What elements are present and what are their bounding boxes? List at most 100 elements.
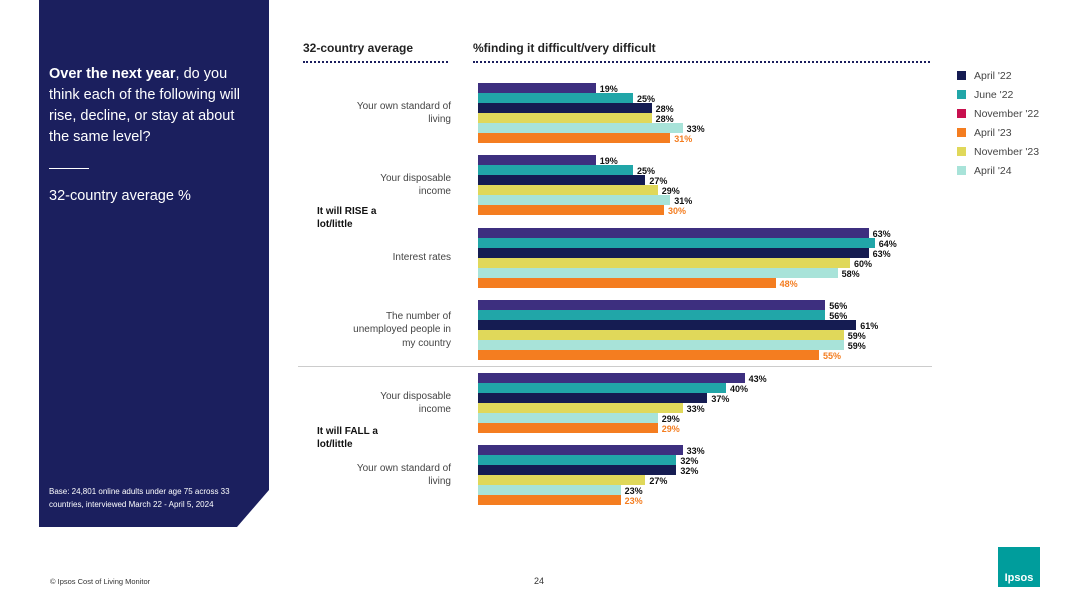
bar — [478, 465, 677, 475]
question-bold: Over the next year — [49, 66, 176, 82]
data-label: 59% — [847, 341, 866, 351]
bar — [478, 175, 646, 185]
bar — [478, 445, 683, 455]
bar — [478, 93, 633, 103]
data-label: 29% — [661, 414, 680, 424]
data-label: 33% — [686, 446, 705, 456]
question-rest: , do you think each of the following wil… — [49, 66, 241, 145]
legend-swatch — [957, 166, 966, 175]
category-label: Interest rates — [392, 252, 451, 263]
section-label: It will FALL a lot/little — [317, 426, 378, 450]
bar — [478, 413, 658, 423]
bar — [478, 103, 652, 113]
data-label: 56% — [829, 311, 848, 321]
divider — [49, 168, 89, 169]
section-divider — [298, 366, 932, 367]
data-label: 29% — [661, 186, 680, 196]
bar — [478, 320, 857, 330]
legend-swatch — [957, 128, 966, 137]
legend-label: April '22 — [974, 69, 1012, 82]
legend-item: April '23 — [957, 123, 1039, 142]
data-label: 28% — [655, 104, 674, 114]
bar — [478, 165, 633, 175]
bar — [478, 248, 869, 258]
category-label: Your disposable income — [380, 390, 451, 416]
bar — [478, 300, 826, 310]
data-label: 58% — [841, 269, 860, 279]
bar — [478, 383, 726, 393]
page-number: 24 — [534, 576, 545, 586]
data-label: 31% — [674, 134, 693, 144]
data-label: 32% — [680, 466, 699, 476]
bar — [478, 485, 621, 495]
legend-label: November '22 — [974, 107, 1040, 120]
section-label: It will RISE a lot/little — [317, 206, 377, 230]
category-label: Your own standard of living — [356, 462, 451, 488]
data-label: 33% — [686, 124, 705, 134]
column-header: 32-country average — [303, 41, 448, 63]
legend-label: April '24 — [974, 164, 1012, 177]
bar — [478, 83, 596, 93]
data-label: 56% — [829, 301, 848, 311]
bar — [478, 185, 658, 195]
legend-swatch — [957, 109, 966, 118]
bar — [478, 403, 683, 413]
bar — [478, 238, 875, 248]
chart-title: %finding it difficult/very difficult — [473, 41, 930, 63]
data-label: 19% — [599, 84, 618, 94]
bar — [478, 278, 776, 288]
bar — [478, 373, 745, 383]
data-label: 27% — [649, 476, 668, 486]
data-label: 19% — [599, 156, 618, 166]
legend-swatch — [957, 71, 966, 80]
data-label: 40% — [730, 384, 749, 394]
bar — [478, 133, 671, 143]
data-label: 61% — [860, 321, 879, 331]
bar — [478, 113, 652, 123]
category-label: Your own standard of living — [356, 100, 451, 126]
data-label: 33% — [686, 404, 705, 414]
base-note: Base: 24,801 online adults under age 75 … — [49, 487, 230, 509]
bar — [478, 195, 671, 205]
data-label: 29% — [661, 424, 680, 434]
data-label: 48% — [779, 279, 798, 289]
category-label: Your disposable income — [380, 172, 451, 198]
data-label: 55% — [823, 351, 842, 361]
panel-subtitle: 32-country average % — [49, 188, 191, 204]
legend-swatch — [957, 147, 966, 156]
legend-item: April '22 — [957, 66, 1039, 85]
bar — [478, 258, 850, 268]
data-label: 64% — [878, 239, 897, 249]
bar — [478, 310, 826, 320]
data-label: 63% — [872, 249, 891, 259]
data-label: 31% — [674, 196, 693, 206]
data-label: 37% — [711, 394, 730, 404]
bar — [478, 475, 646, 485]
legend-label: November '23 — [974, 145, 1040, 158]
question-text: Over the next year, do you think each of… — [49, 64, 249, 148]
category-label: The number of unemployed people in my co… — [353, 310, 451, 349]
bar — [478, 455, 677, 465]
bar — [478, 495, 621, 505]
legend: April '22 June '22 November '22 April '23 No… — [957, 66, 1039, 180]
data-label: 59% — [847, 331, 866, 341]
legend-item: November '22 — [957, 104, 1039, 123]
data-label: 25% — [637, 94, 656, 104]
bar — [478, 350, 819, 360]
data-label: 27% — [649, 176, 668, 186]
bar — [478, 393, 708, 403]
bar — [478, 423, 658, 433]
legend-item: April '24 — [957, 161, 1039, 180]
bar — [478, 228, 869, 238]
ipsos-logo: Ipsos — [998, 547, 1040, 587]
legend-label: June '22 — [974, 88, 1014, 101]
bar — [478, 205, 664, 215]
data-label: 23% — [624, 496, 643, 506]
bar — [478, 155, 596, 165]
legend-item: November '23 — [957, 142, 1039, 161]
question-panel: Over the next year, do you think each of… — [39, 0, 269, 527]
data-label: 30% — [668, 206, 687, 216]
bar — [478, 268, 838, 278]
bar — [478, 340, 844, 350]
data-label: 43% — [748, 374, 767, 384]
